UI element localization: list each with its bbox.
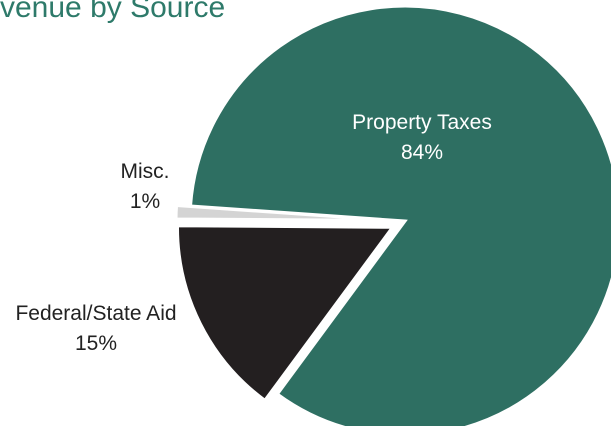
slice-value-misc: 1% — [129, 190, 161, 213]
slice-property-taxes — [188, 4, 611, 426]
slice-value-federal-state-aid: 15% — [74, 332, 118, 355]
slice-label-federal-state-aid: Federal/State Aid 15% — [0, 299, 192, 359]
slice-name-federal-state-aid: Federal/State Aid — [15, 302, 177, 325]
slice-misc — [174, 203, 392, 222]
chart-title: venue by Source — [0, 0, 226, 24]
slice-name-misc: Misc. — [120, 160, 170, 183]
slice-value-property-taxes: 84% — [400, 141, 444, 164]
slice-name-property-taxes: Property Taxes — [352, 111, 492, 134]
slice-label-misc: Misc. 1% — [100, 157, 190, 217]
slice-federal-state-aid — [175, 224, 396, 403]
slice-label-property-taxes: Property Taxes 84% — [342, 108, 502, 168]
